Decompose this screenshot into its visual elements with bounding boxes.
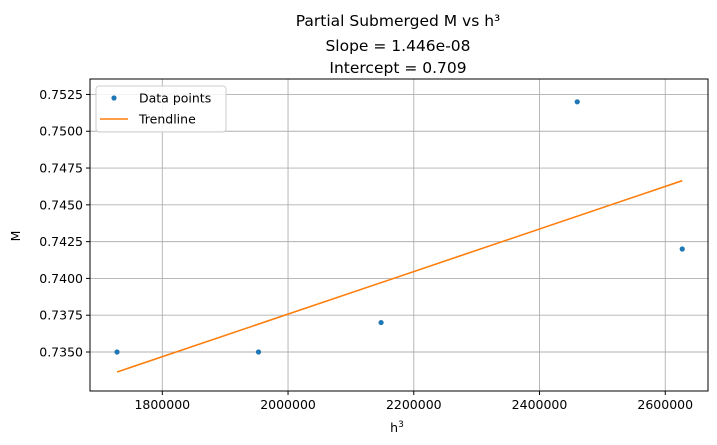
- y-axis-label: M: [8, 231, 23, 242]
- chart-title: Partial Submerged M vs h³ Slope = 1.446e…: [296, 12, 501, 77]
- y-tick-label: 0.7500: [39, 124, 83, 139]
- y-tick-label: 0.7375: [39, 308, 83, 323]
- x-axis-label-base: h: [390, 420, 398, 435]
- plot-frame: [89, 78, 709, 392]
- x-tick-label: 2600000: [637, 397, 693, 412]
- plot-content: [114, 99, 685, 373]
- y-tick-label: 0.7400: [39, 271, 83, 286]
- trendline: [116, 179, 683, 373]
- x-axis-label-sup: 3: [398, 420, 404, 430]
- x-axis: 1800000 2000000 2200000 2400000 2600000: [134, 391, 693, 412]
- x-tick-label: 1800000: [134, 397, 190, 412]
- x-axis-label: h3: [390, 420, 404, 435]
- legend-label: Trendline: [138, 112, 196, 127]
- legend: Data points Trendline: [95, 85, 227, 133]
- data-point: [679, 246, 685, 252]
- x-tick-label: 2200000: [386, 397, 442, 412]
- legend-box: [95, 85, 227, 133]
- legend-marker-points: [111, 95, 117, 101]
- title-line-2: Slope = 1.446e-08: [325, 37, 470, 55]
- x-tick-label: 2000000: [260, 397, 316, 412]
- y-tick-label: 0.7525: [39, 87, 83, 102]
- legend-label: Data points: [139, 91, 211, 106]
- data-point: [574, 99, 580, 105]
- y-tick-label: 0.7350: [39, 345, 83, 360]
- data-point: [255, 349, 262, 355]
- title-line-3: Intercept = 0.709: [329, 59, 466, 77]
- x-tick-label: 2400000: [512, 397, 568, 412]
- data-point: [114, 349, 120, 355]
- data-point: [378, 319, 384, 326]
- y-tick-label: 0.7425: [39, 234, 83, 249]
- y-tick-label: 0.7450: [39, 197, 83, 212]
- title-line-1: Partial Submerged M vs h³: [296, 12, 501, 30]
- y-axis: 0.7350 0.7375 0.7400 0.7425 0.7450 0.7475 0.75…: [39, 87, 90, 360]
- y-tick-label: 0.7475: [39, 161, 83, 176]
